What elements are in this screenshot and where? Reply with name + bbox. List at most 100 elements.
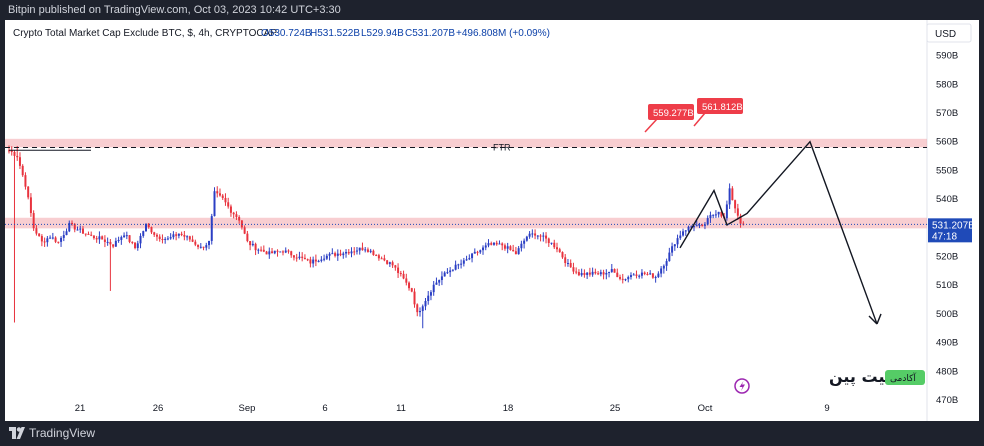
candle-body [123, 235, 126, 238]
candle-body [528, 233, 531, 237]
candle-body [657, 273, 660, 278]
candle-body [492, 242, 495, 245]
candle-body [309, 259, 312, 264]
candle-body [49, 237, 52, 239]
candle-body [101, 236, 104, 240]
candle-body [79, 228, 82, 230]
label-2-pointer [693, 112, 706, 127]
candle-body [646, 273, 649, 275]
candle-body [265, 251, 268, 255]
footer-bar: TradingView [0, 421, 984, 446]
lower-zone [5, 217, 927, 229]
candle-body [92, 235, 95, 239]
candle-body [588, 272, 591, 275]
candle-body [221, 195, 224, 198]
last-price-value: 531.207B [932, 220, 975, 231]
candle-body [306, 259, 309, 261]
label-1-text: 559.277B [653, 108, 694, 119]
candle-body [619, 277, 622, 279]
candle-body [734, 200, 737, 209]
candle-body [164, 238, 167, 240]
candle-body [183, 234, 186, 237]
candle-body [484, 245, 487, 248]
candle-body [273, 250, 276, 254]
published-text: Bitpin published on TradingView.com, Oct… [8, 4, 341, 16]
candle-body [591, 271, 594, 275]
y-tick-label: 560B [936, 137, 958, 148]
candle-body [482, 247, 485, 251]
zones-layer [5, 138, 927, 229]
candle-body [583, 272, 586, 275]
legend-high: H531.522B [310, 28, 360, 39]
candle-body [87, 233, 90, 235]
candle-body [325, 255, 328, 259]
candle-body [172, 234, 175, 238]
legend-open: O530.724B [261, 28, 312, 39]
candle-body [671, 246, 674, 253]
chart-frame[interactable]: 470B480B490B500B510B520B530B540B550B560B… [5, 20, 979, 421]
tradingview-logo-icon[interactable] [9, 427, 25, 440]
candle-body [695, 225, 698, 227]
candle-body [720, 211, 723, 217]
candle-body [419, 311, 421, 313]
candle-body [413, 291, 416, 305]
candle-body [599, 272, 602, 275]
price-labels: 559.277B 561.812B [644, 98, 743, 133]
candle-body [520, 243, 523, 249]
candle-body [169, 237, 172, 239]
candle-body [372, 250, 375, 255]
candle-body [40, 236, 43, 242]
candle-body [487, 243, 490, 246]
candle-body [312, 259, 315, 264]
candle-body [238, 216, 241, 221]
candle-body [736, 208, 739, 216]
y-tick-label: 490B [936, 338, 958, 349]
candle-body [227, 202, 230, 207]
candle-body [240, 220, 243, 228]
watermark-badge: آکادمی [890, 372, 916, 384]
candle-body [136, 243, 139, 249]
candle-body [142, 231, 145, 236]
candle-body [621, 278, 624, 280]
candle-body [46, 238, 49, 243]
candle-body [194, 241, 197, 245]
watermark-brand: بیت پین [829, 367, 891, 387]
last-price-countdown: 47:18 [932, 231, 957, 242]
lightning-icon[interactable] [734, 378, 750, 394]
candle-body [246, 233, 249, 242]
candle-body [687, 226, 690, 231]
candle-body [210, 216, 213, 241]
label-2-text: 561.812B [702, 102, 743, 113]
candle-body [575, 271, 578, 273]
candle-body [347, 251, 350, 254]
candle-body [16, 155, 19, 158]
candle-body [145, 223, 147, 232]
legend-change: +496.808M (+0.09%) [456, 28, 550, 39]
candle-body [328, 253, 331, 256]
candle-body [232, 212, 235, 215]
candle-body [531, 233, 534, 235]
candle-body [38, 233, 41, 237]
y-axis-ticks: 470B480B490B500B510B520B530B540B550B560B… [936, 51, 958, 406]
candle-body [350, 251, 353, 254]
candle-body [635, 274, 638, 276]
candle-body [643, 272, 646, 274]
candle-body [73, 224, 76, 230]
candle-body [490, 243, 493, 245]
candle-body [629, 275, 632, 278]
candle-body [202, 246, 205, 248]
candle-body [701, 225, 704, 227]
footer-brand[interactable]: TradingView [29, 426, 96, 440]
label-1-box [648, 104, 694, 120]
candle-body [586, 272, 589, 275]
currency-button[interactable] [926, 23, 972, 43]
candle-body [550, 242, 553, 244]
currency-label[interactable]: USD [935, 29, 956, 40]
candle-body [205, 245, 208, 248]
candle-body [43, 241, 46, 243]
price-chart[interactable]: 470B480B490B500B510B520B530B540B550B560B… [5, 20, 979, 421]
projection-path [679, 140, 878, 325]
candle-body [120, 237, 123, 240]
candle-body [257, 249, 260, 251]
arrow-head-right [876, 313, 882, 325]
